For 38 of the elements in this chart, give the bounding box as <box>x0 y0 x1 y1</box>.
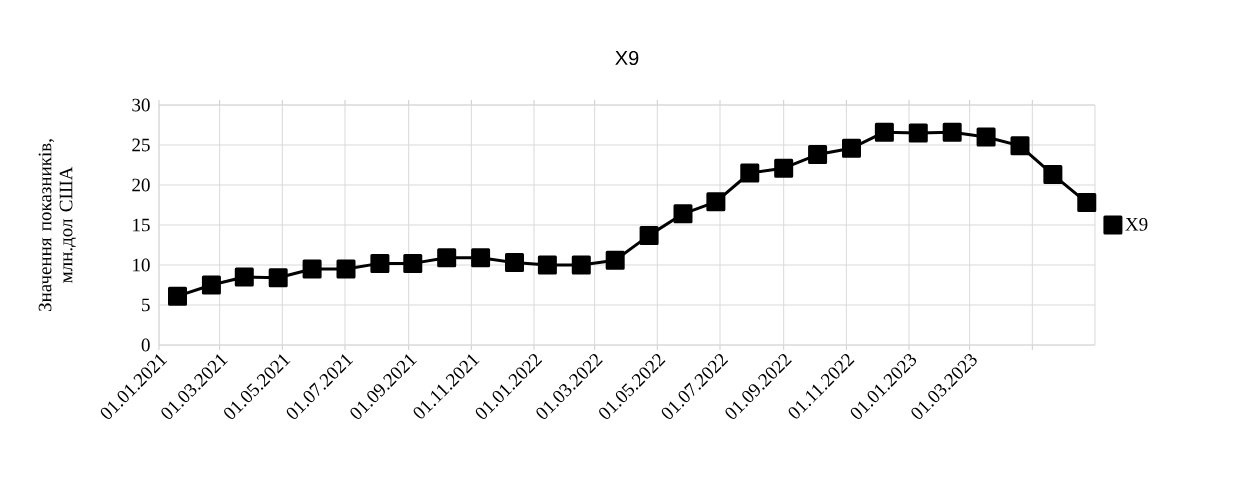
point <box>370 253 390 273</box>
y-tick-label: 0 <box>141 338 150 352</box>
point <box>1043 165 1063 185</box>
y-tick-label: 30 <box>132 98 150 112</box>
y-tick-label: 10 <box>133 258 150 272</box>
point <box>302 259 322 279</box>
y-tick-label: 5 <box>142 298 150 312</box>
point <box>403 253 423 273</box>
point <box>168 286 187 306</box>
point <box>268 268 288 288</box>
chart-title: X9 <box>615 50 639 66</box>
point <box>874 122 894 142</box>
point <box>505 253 524 273</box>
y-tick-label: 20 <box>132 178 150 192</box>
point <box>942 122 962 142</box>
point <box>740 163 760 183</box>
point <box>673 204 693 224</box>
point <box>774 158 794 178</box>
point <box>537 255 557 275</box>
legend-label: X9 <box>1125 217 1148 231</box>
y-axis-title: Значення показників, млн.дол США <box>38 139 76 312</box>
point <box>571 255 591 275</box>
point <box>1077 193 1097 213</box>
point <box>908 123 928 143</box>
point <box>842 138 861 158</box>
point <box>336 259 356 279</box>
point <box>808 145 828 165</box>
point <box>706 192 726 212</box>
point <box>437 248 457 268</box>
point <box>976 127 996 147</box>
point <box>201 275 221 295</box>
point <box>639 225 659 245</box>
point <box>471 248 491 268</box>
point <box>605 250 625 270</box>
point <box>1010 136 1030 156</box>
point <box>234 267 254 287</box>
y-tick-label: 25 <box>132 138 150 152</box>
y-tick-label: 15 <box>133 218 150 232</box>
